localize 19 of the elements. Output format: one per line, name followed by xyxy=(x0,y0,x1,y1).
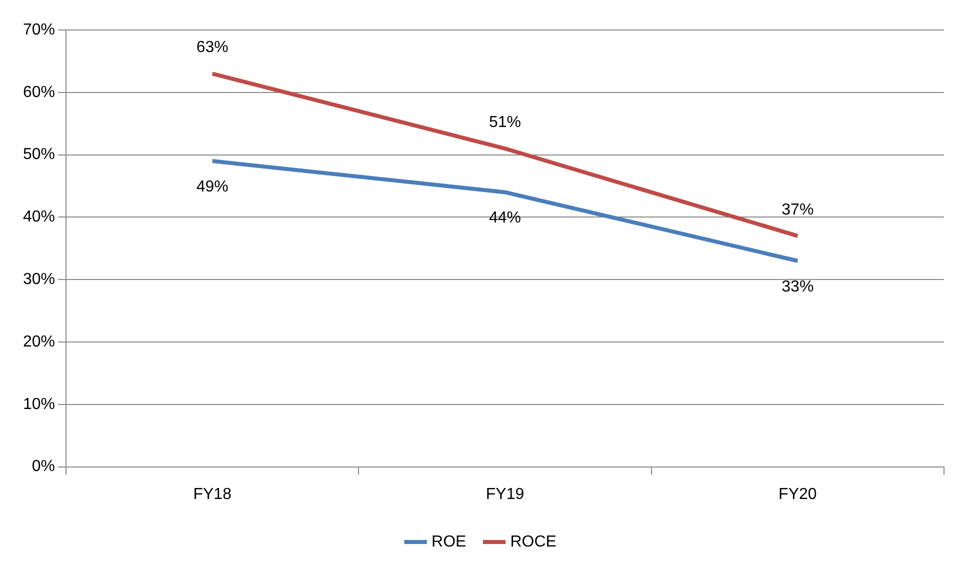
data-label: 44% xyxy=(488,210,522,227)
y-tick-label: 0% xyxy=(32,458,56,476)
x-tick-label: FY18 xyxy=(193,486,232,503)
data-label: 33% xyxy=(782,278,814,296)
y-tick-label: 50% xyxy=(22,146,56,164)
y-tick-label: 60% xyxy=(22,84,56,101)
data-label: 49% xyxy=(196,178,228,196)
legend-label: ROE xyxy=(432,533,466,550)
y-tick-label: 30% xyxy=(22,271,56,288)
data-label: 63% xyxy=(196,39,228,56)
data-label: 37% xyxy=(782,201,814,218)
x-tick-label: FY20 xyxy=(778,486,817,503)
y-tick-label: 10% xyxy=(22,396,56,413)
legend-label: ROCE xyxy=(510,533,556,550)
data-label: 51% xyxy=(488,114,522,131)
x-tick-label: FY19 xyxy=(486,486,524,503)
y-tick-label: 40% xyxy=(22,208,56,226)
y-tick-label: 70% xyxy=(22,21,56,38)
y-tick-label: 20% xyxy=(22,333,56,350)
